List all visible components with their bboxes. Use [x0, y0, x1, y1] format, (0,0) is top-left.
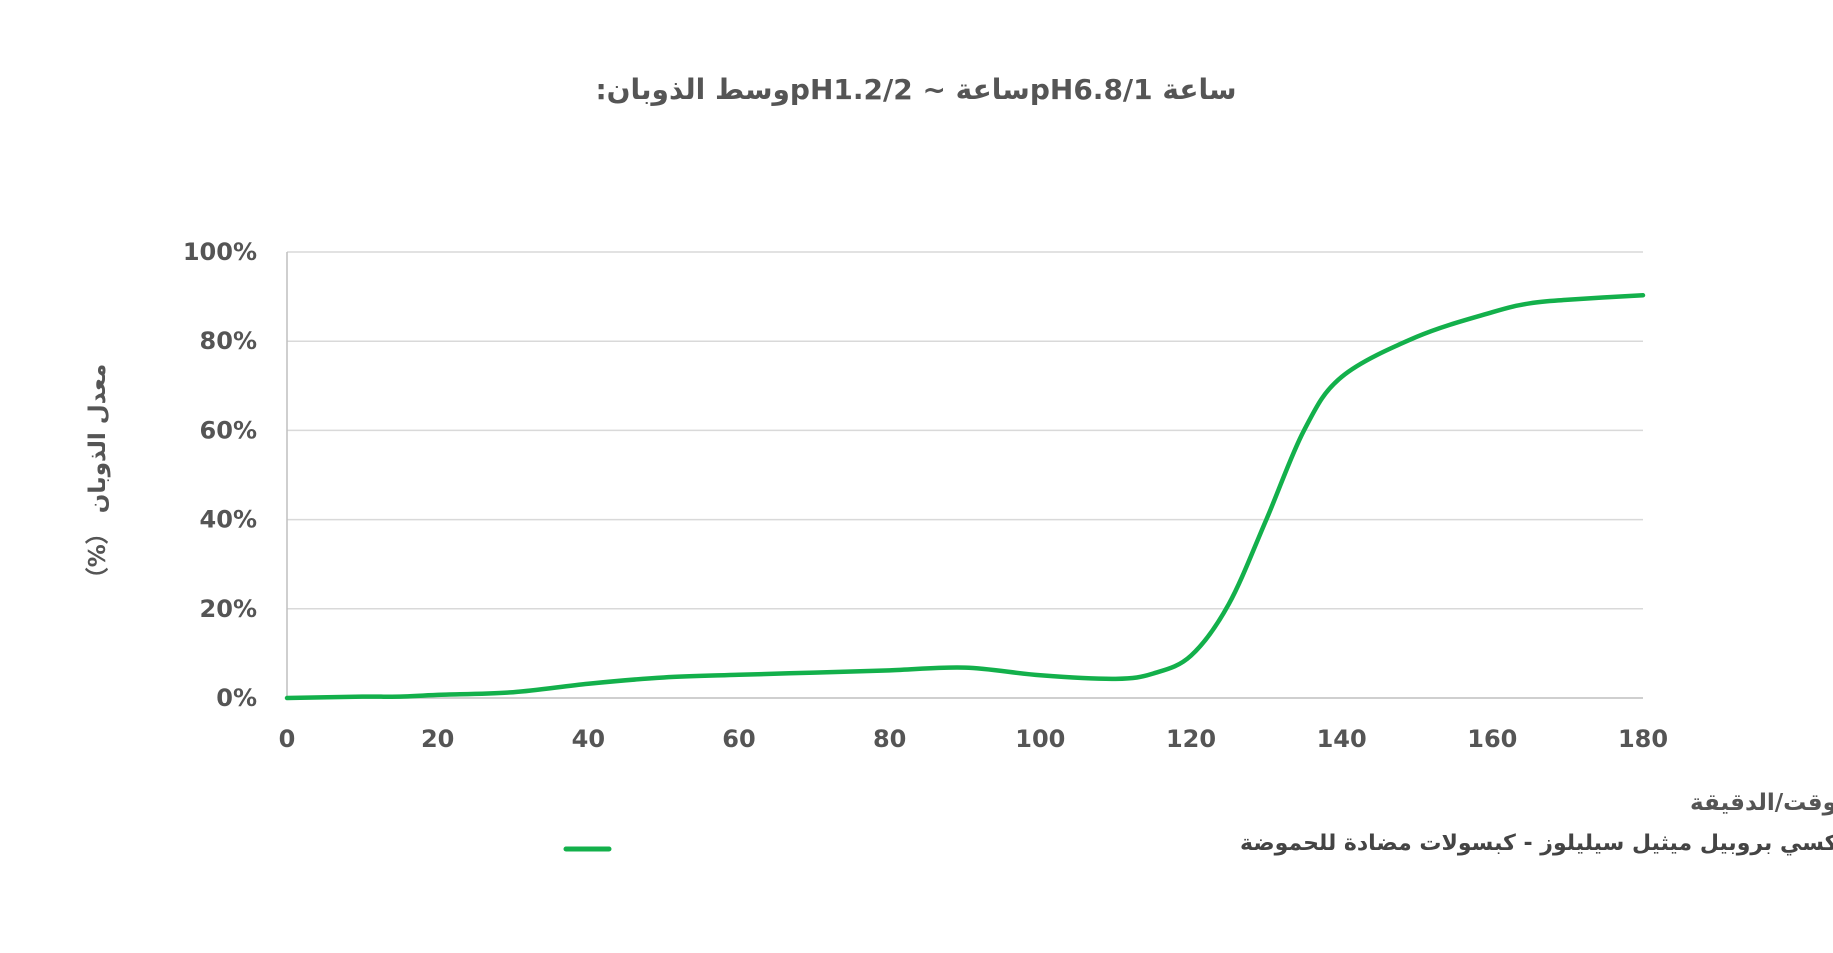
- x-tick-label: 160: [1467, 725, 1517, 753]
- x-tick-label: 140: [1317, 725, 1367, 753]
- y-tick-label: 60%: [200, 416, 257, 444]
- legend: هيدروكسي بروبيل ميثيل سيليلوز - كبسولات …: [563, 831, 1833, 856]
- y-tick-label: 0%: [216, 684, 257, 712]
- y-tick-label: 100%: [183, 238, 257, 266]
- x-axis-label: الوقت/الدقيقة: [1690, 790, 1833, 816]
- x-tick-label: 100: [1015, 725, 1065, 753]
- x-tick-label: 180: [1618, 725, 1668, 753]
- x-tick-label: 120: [1166, 725, 1216, 753]
- series-line: [284, 293, 1646, 701]
- series-lines: [284, 293, 1646, 701]
- x-tick-label: 0: [279, 725, 296, 753]
- x-tick-label: 40: [572, 725, 605, 753]
- x-tick-label: 80: [873, 725, 906, 753]
- legend-label: هيدروكسي بروبيل ميثيل سيليلوز - كبسولات …: [1240, 831, 1833, 856]
- chart-title: ساعة pH6.8/1ساعة ~ pH1.2/2وسط الذوبان:: [595, 73, 1236, 106]
- x-axis-ticks: 0 20 40 60 80 100 120 140 160 180: [279, 725, 1668, 753]
- gridlines: [286, 251, 1643, 699]
- y-axis-ticks: 0% 20% 40% 60% 80% 100%: [183, 238, 257, 712]
- x-tick-label: 60: [722, 725, 755, 753]
- y-tick-label: 20%: [200, 595, 257, 623]
- y-axis-label: معدل الذوبان （%）: [84, 364, 111, 591]
- y-tick-label: 80%: [200, 327, 257, 355]
- y-tick-label: 40%: [200, 506, 257, 534]
- x-tick-label: 20: [421, 725, 454, 753]
